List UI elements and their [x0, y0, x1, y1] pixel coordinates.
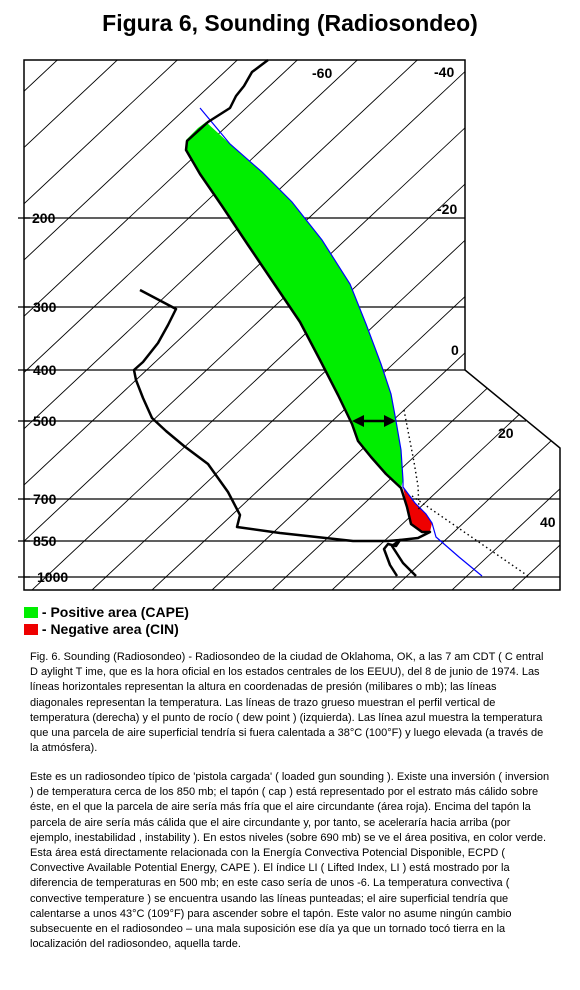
caption-paragraph-1: Fig. 6. Sounding (Radiosondeo) - Radioso…: [30, 650, 552, 756]
legend-item-cin: - Negative area (CIN): [24, 621, 179, 637]
temperature-label-40: 40: [540, 514, 556, 530]
caption-paragraph-2: Este es un radiosondeo típico de 'pistol…: [30, 770, 552, 952]
isotherm-line: [24, 60, 521, 590]
pressure-label-1000: 1000: [37, 569, 68, 585]
isotherm-line: [24, 60, 221, 590]
pressure-label-300: 300: [33, 299, 57, 315]
isotherm-line: [59, 60, 560, 590]
pressure-label-200: 200: [32, 210, 56, 226]
isotherm-line: [24, 60, 341, 590]
isotherm-line: [359, 60, 560, 590]
isotherm-line: [419, 60, 560, 590]
caption-text-2: Este es un radiosondeo típico de 'pistol…: [30, 771, 550, 951]
page-title: Figura 6, Sounding (Radiosondeo): [102, 10, 478, 36]
isotherm-line: [24, 60, 281, 590]
cape-legend-label: - Positive area (CAPE): [41, 604, 189, 620]
dewpoint-profile: [132, 288, 402, 577]
pressure-label-500: 500: [33, 413, 57, 429]
caption-text-1: Fig. 6. Sounding (Radiosondeo) - Radioso…: [30, 651, 544, 755]
pressure-label-400: 400: [33, 362, 57, 378]
temperature-label-minus-60: -60: [312, 65, 332, 81]
convective-temperature-lines: [403, 409, 529, 577]
skew-t-diagram: 200 300 400 500 700 850 1000 -60 -40 -20…: [18, 59, 561, 591]
isobar-lines: [24, 217, 560, 578]
isotherm-line: [119, 60, 560, 590]
cin-swatch: [24, 624, 38, 635]
diagram-frame: [23, 59, 561, 591]
pressure-label-700: 700: [33, 491, 57, 507]
pressure-label-850: 850: [33, 533, 57, 549]
legend-item-cape: - Positive area (CAPE): [24, 604, 189, 620]
isotherm-line: [299, 60, 560, 590]
cape-swatch: [24, 607, 38, 618]
temperature-label-0: 0: [451, 342, 459, 358]
temperature-label-minus-40: -40: [434, 64, 454, 80]
isotherm-line: [24, 60, 161, 590]
isotherm-line: [239, 60, 560, 590]
isotherm-line: [24, 60, 461, 590]
temperature-label-minus-20: -20: [437, 201, 457, 217]
temperature-label-20: 20: [498, 425, 514, 441]
cape-area: [186, 122, 403, 488]
temperature-profile: [184, 59, 432, 577]
isotherm-line: [24, 60, 401, 590]
cin-legend-label: - Negative area (CIN): [41, 621, 179, 637]
